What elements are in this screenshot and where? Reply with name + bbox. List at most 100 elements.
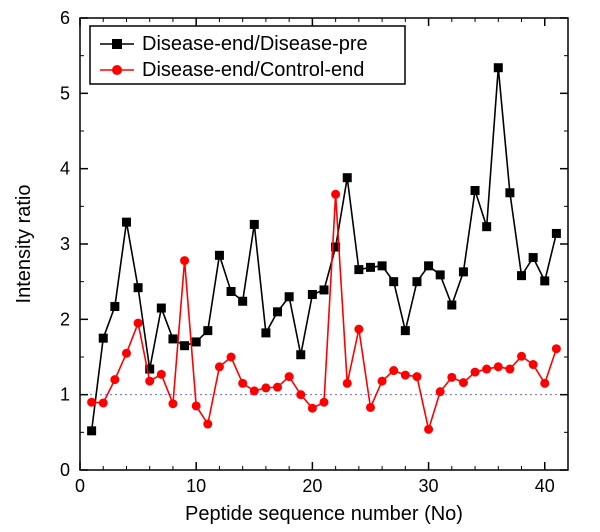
series-marker <box>238 297 247 306</box>
series-marker <box>261 383 270 392</box>
series-marker <box>517 352 526 361</box>
x-tick-label: 30 <box>419 476 439 496</box>
x-tick-label: 40 <box>535 476 555 496</box>
series-marker <box>192 401 201 410</box>
x-axis-label: Peptide sequence number (No) <box>185 503 463 525</box>
series-marker <box>250 386 259 395</box>
x-tick-label: 20 <box>302 476 322 496</box>
series-marker <box>227 287 236 296</box>
series-marker <box>552 344 561 353</box>
series-marker <box>529 360 538 369</box>
legend-label: Disease-end/Control-end <box>142 59 364 81</box>
y-tick-label: 5 <box>60 83 70 103</box>
series-marker <box>459 267 468 276</box>
series-marker <box>366 263 375 272</box>
series-marker <box>134 319 143 328</box>
series-marker <box>436 270 445 279</box>
series-marker <box>168 334 177 343</box>
series-marker <box>471 186 480 195</box>
series-marker <box>285 292 294 301</box>
y-axis-label: Intensity ratio <box>13 185 35 304</box>
series-marker <box>424 425 433 434</box>
y-tick-label: 6 <box>60 8 70 28</box>
series-marker <box>331 190 340 199</box>
series-marker <box>412 277 421 286</box>
series-marker <box>203 326 212 335</box>
chart-container: 0 10 20 30 40 Peptide sequence number (No) 0 1 2… <box>0 0 600 532</box>
series-marker <box>87 426 96 435</box>
series-marker <box>378 377 387 386</box>
series-marker <box>145 377 154 386</box>
series-marker <box>424 261 433 270</box>
series-marker <box>250 220 259 229</box>
series-marker <box>343 379 352 388</box>
series-marker <box>273 383 282 392</box>
series-marker <box>180 256 189 265</box>
series-marker <box>482 365 491 374</box>
legend-label: Disease-end/Disease-pre <box>142 33 368 55</box>
series-marker <box>180 341 189 350</box>
series-marker <box>203 420 212 429</box>
series-marker <box>320 398 329 407</box>
series-marker <box>378 261 387 270</box>
series-marker <box>215 251 224 260</box>
series-marker <box>389 277 398 286</box>
series-marker <box>505 365 514 374</box>
series-marker <box>134 283 143 292</box>
series-marker <box>157 370 166 379</box>
series-marker <box>110 375 119 384</box>
series-marker <box>122 349 131 358</box>
y-tick-label: 3 <box>60 234 70 254</box>
series-marker <box>517 271 526 280</box>
series-marker <box>296 350 305 359</box>
series-marker <box>308 290 317 299</box>
series-marker <box>494 63 503 72</box>
series-marker <box>192 337 201 346</box>
series-marker <box>401 326 410 335</box>
series-marker <box>354 325 363 334</box>
series-marker <box>436 387 445 396</box>
y-tick-label: 1 <box>60 385 70 405</box>
intensity-ratio-chart: 0 10 20 30 40 Peptide sequence number (No) 0 1 2… <box>0 0 600 532</box>
series-marker <box>99 334 108 343</box>
series-marker <box>505 188 514 197</box>
series-marker <box>471 368 480 377</box>
series-marker <box>157 304 166 313</box>
series-marker <box>273 307 282 316</box>
series-marker <box>447 373 456 382</box>
series-marker <box>354 265 363 274</box>
y-tick-label: 4 <box>60 159 70 179</box>
series-marker <box>494 362 503 371</box>
y-tick-label: 2 <box>60 309 70 329</box>
legend-marker <box>112 39 122 49</box>
series-marker <box>238 379 247 388</box>
series-marker <box>168 399 177 408</box>
series-marker <box>308 404 317 413</box>
series-marker <box>447 301 456 310</box>
series-marker <box>343 173 352 182</box>
series-marker <box>482 222 491 231</box>
series-marker <box>99 398 108 407</box>
series-marker <box>366 403 375 412</box>
series-marker <box>227 353 236 362</box>
series-marker <box>540 276 549 285</box>
series-marker <box>320 285 329 294</box>
series-marker <box>122 218 131 227</box>
x-tick-label: 10 <box>186 476 206 496</box>
series-marker <box>540 379 549 388</box>
series-marker <box>87 398 96 407</box>
series-marker <box>296 390 305 399</box>
series-marker <box>110 302 119 311</box>
series-marker <box>459 378 468 387</box>
legend-marker <box>112 65 122 75</box>
series-marker <box>412 372 421 381</box>
series-marker <box>215 362 224 371</box>
series-marker <box>285 372 294 381</box>
series-marker <box>401 371 410 380</box>
series-marker <box>552 229 561 238</box>
y-tick-label: 0 <box>60 460 70 480</box>
series-marker <box>261 328 270 337</box>
x-tick-label: 0 <box>75 476 85 496</box>
series-marker <box>389 366 398 375</box>
series-marker <box>529 253 538 262</box>
